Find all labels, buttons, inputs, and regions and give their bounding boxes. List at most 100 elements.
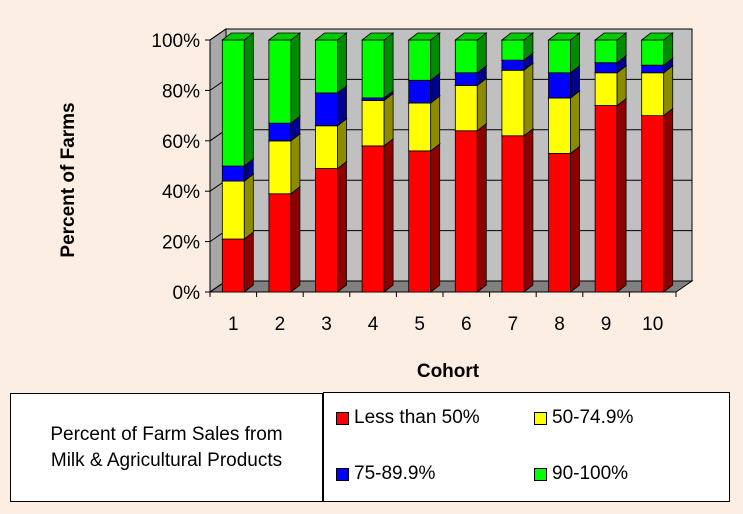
- bar-side: [290, 32, 301, 124]
- legend-entry-less-than-50: Less than 50%: [336, 407, 480, 429]
- bar-top: [547, 32, 581, 41]
- bar-front: [454, 84, 478, 132]
- bar-front: [268, 122, 292, 142]
- bar-front: [268, 39, 292, 124]
- bar-top: [593, 32, 628, 41]
- bar-stack: [360, 32, 395, 293]
- legend-swatch: [336, 411, 349, 425]
- bar-segment: [267, 132, 302, 195]
- bar-side: [290, 185, 301, 293]
- bar-segment: [267, 185, 302, 293]
- bar-front: [594, 105, 618, 293]
- bar-front: [641, 39, 665, 66]
- bar-top: [500, 32, 535, 41]
- bar-top: [407, 32, 441, 41]
- bar-front: [408, 79, 432, 104]
- x-tick-label: 10: [642, 314, 663, 335]
- bar-front: [221, 39, 245, 167]
- bar-top: [267, 32, 302, 41]
- bar-stack: [547, 32, 581, 293]
- bar-front: [361, 39, 385, 99]
- bar-front: [268, 140, 292, 195]
- bar-segment: [314, 32, 348, 94]
- bar-side: [430, 95, 441, 152]
- y-axis-label: Percent of Farms: [58, 102, 79, 257]
- bar-stack: [221, 32, 255, 293]
- legend-swatch: [534, 411, 547, 425]
- y-tick-label: 80%: [162, 81, 200, 102]
- bar-front: [454, 39, 478, 74]
- bar-top: [314, 32, 348, 41]
- legend-title-box: Percent of Farm Sales from Milk & Agricu…: [10, 393, 323, 502]
- legend-label: 50-74.9%: [552, 407, 634, 428]
- x-axis-label: Cohort: [417, 361, 480, 382]
- bar-side: [243, 231, 254, 293]
- bar-segment: [267, 32, 302, 124]
- bar-front: [501, 39, 525, 61]
- bar-side: [663, 107, 674, 293]
- bar-top: [360, 32, 395, 41]
- bar-front: [361, 100, 385, 147]
- x-tick-label: 3: [321, 314, 332, 335]
- bar-side: [476, 122, 487, 293]
- bar-segment: [314, 160, 348, 293]
- bar-segment: [454, 122, 488, 293]
- bar-front: [315, 168, 338, 293]
- bar-side: [663, 64, 674, 117]
- legend: Less than 50% 50-74.9% 75-89.9% 90-100%: [323, 392, 730, 502]
- bar-front: [548, 97, 571, 154]
- y-tick-label: 100%: [151, 31, 200, 52]
- bar-side: [430, 143, 441, 293]
- bar-front: [221, 238, 245, 293]
- bar-segment: [360, 92, 395, 147]
- bar-side: [570, 90, 580, 155]
- bar-segment: [547, 32, 581, 74]
- legend-swatch: [336, 467, 349, 481]
- x-tick-label: 1: [228, 314, 239, 335]
- bar-side: [337, 117, 347, 170]
- bar-front: [501, 135, 525, 293]
- bar-front: [315, 39, 338, 94]
- legend-label: Less than 50%: [354, 407, 480, 428]
- bar-segment: [407, 143, 441, 293]
- y-tick-label: 60%: [162, 132, 200, 153]
- bar-segment: [500, 127, 535, 293]
- bar-segment: [500, 62, 535, 137]
- bar-segment: [221, 173, 255, 240]
- bar-segment: [221, 231, 255, 293]
- bar-front: [641, 64, 665, 74]
- bar-side: [476, 77, 487, 132]
- x-axis-tick-labels: 1 2 3 4 5 6 7 8 9 10: [209, 292, 677, 335]
- gridline: [209, 28, 692, 41]
- bar-side: [383, 32, 394, 99]
- bar-front: [268, 193, 292, 293]
- bar-stack: [407, 32, 441, 293]
- bar-front: [408, 39, 432, 81]
- bars: [221, 32, 674, 293]
- bar-front: [641, 72, 665, 116]
- bar-front: [408, 102, 432, 152]
- bar-side: [570, 145, 580, 293]
- legend-entry-75-89-9: 75-89.9%: [336, 463, 435, 485]
- y-tick-label: 0%: [173, 283, 201, 304]
- bar-stack: [267, 32, 302, 293]
- bar-front: [594, 72, 618, 106]
- bar-segment: [314, 117, 348, 170]
- bar-front: [641, 115, 665, 293]
- bar-front: [501, 59, 525, 71]
- bar-top: [454, 32, 488, 41]
- legend-swatch: [534, 467, 547, 481]
- bar-side: [523, 62, 534, 137]
- bar-side: [337, 32, 347, 94]
- bar-segment: [407, 32, 441, 82]
- x-tick-label: 4: [368, 314, 379, 335]
- y-axis-tick-labels: 0% 20% 40% 60% 80% 100%: [151, 31, 210, 304]
- bar-segment: [360, 138, 395, 293]
- bar-side: [383, 138, 394, 293]
- legend-label: 90-100%: [552, 463, 629, 484]
- bar-side: [290, 132, 301, 195]
- bar-segment: [500, 32, 535, 61]
- bar-front: [594, 39, 618, 64]
- bar-segment: [407, 95, 441, 152]
